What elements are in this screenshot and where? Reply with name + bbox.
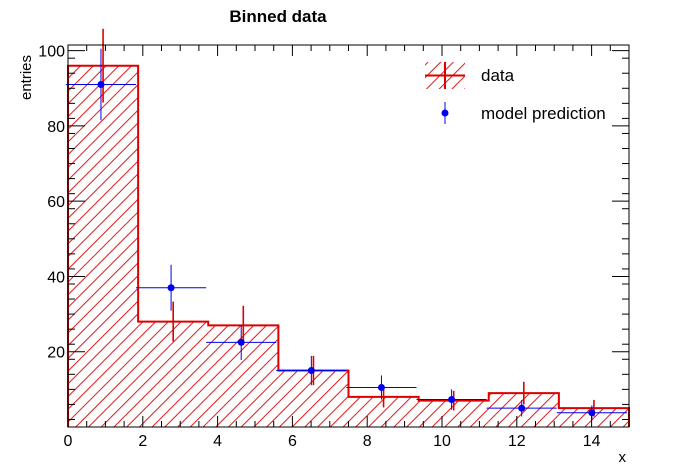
x-tick-label: 0 bbox=[64, 433, 73, 450]
y-axis-label: entries bbox=[18, 55, 35, 100]
y-tick-label: 40 bbox=[47, 269, 65, 286]
model-point bbox=[136, 264, 207, 311]
x-axis-ticks: 0 2 4 6 8 10 12 14 bbox=[64, 45, 630, 450]
data-error-bars bbox=[102, 28, 595, 417]
y-tick-label: 100 bbox=[38, 44, 65, 61]
model-marker bbox=[588, 409, 596, 417]
x-tick-label: 10 bbox=[433, 433, 451, 450]
legend-entry-model-prediction: model prediction bbox=[441, 102, 606, 124]
model-point bbox=[416, 389, 487, 410]
y-tick-label: 80 bbox=[47, 119, 65, 136]
x-tick-label: 8 bbox=[363, 433, 372, 450]
plot-area: 0 2 4 6 8 10 12 14 20 40 60 80 100 bbox=[38, 28, 630, 450]
x-tick-label: 6 bbox=[288, 433, 297, 450]
legend: data model prediction bbox=[425, 62, 606, 124]
model-point bbox=[276, 355, 347, 386]
model-marker bbox=[97, 81, 105, 89]
x-tick-label: 2 bbox=[138, 433, 147, 450]
model-marker bbox=[518, 404, 526, 412]
model-prediction-points bbox=[65, 48, 627, 420]
data-histogram-outline bbox=[67, 64, 630, 427]
model-marker bbox=[307, 367, 315, 375]
y-axis-ticks: 20 40 60 80 100 bbox=[38, 44, 629, 428]
model-point bbox=[206, 324, 277, 361]
model-marker bbox=[167, 284, 175, 292]
legend-model-label: model prediction bbox=[481, 104, 606, 123]
legend-model-marker bbox=[441, 109, 449, 117]
model-point bbox=[65, 48, 137, 121]
model-point bbox=[486, 399, 557, 417]
x-axis-label: x bbox=[619, 449, 627, 466]
legend-data-label: data bbox=[481, 66, 515, 85]
model-marker bbox=[448, 396, 456, 404]
x-tick-label: 14 bbox=[583, 433, 601, 450]
x-tick-label: 4 bbox=[213, 433, 222, 450]
data-bar bbox=[68, 65, 139, 427]
model-marker bbox=[237, 338, 245, 346]
legend-entry-data: data bbox=[425, 62, 515, 89]
chart-title: Binned data bbox=[229, 7, 327, 26]
data-histogram-step bbox=[67, 64, 630, 427]
model-marker bbox=[377, 383, 385, 391]
y-tick-label: 60 bbox=[47, 194, 65, 211]
y-tick-label: 20 bbox=[47, 345, 65, 362]
model-point bbox=[346, 375, 417, 400]
x-tick-label: 12 bbox=[508, 433, 526, 450]
